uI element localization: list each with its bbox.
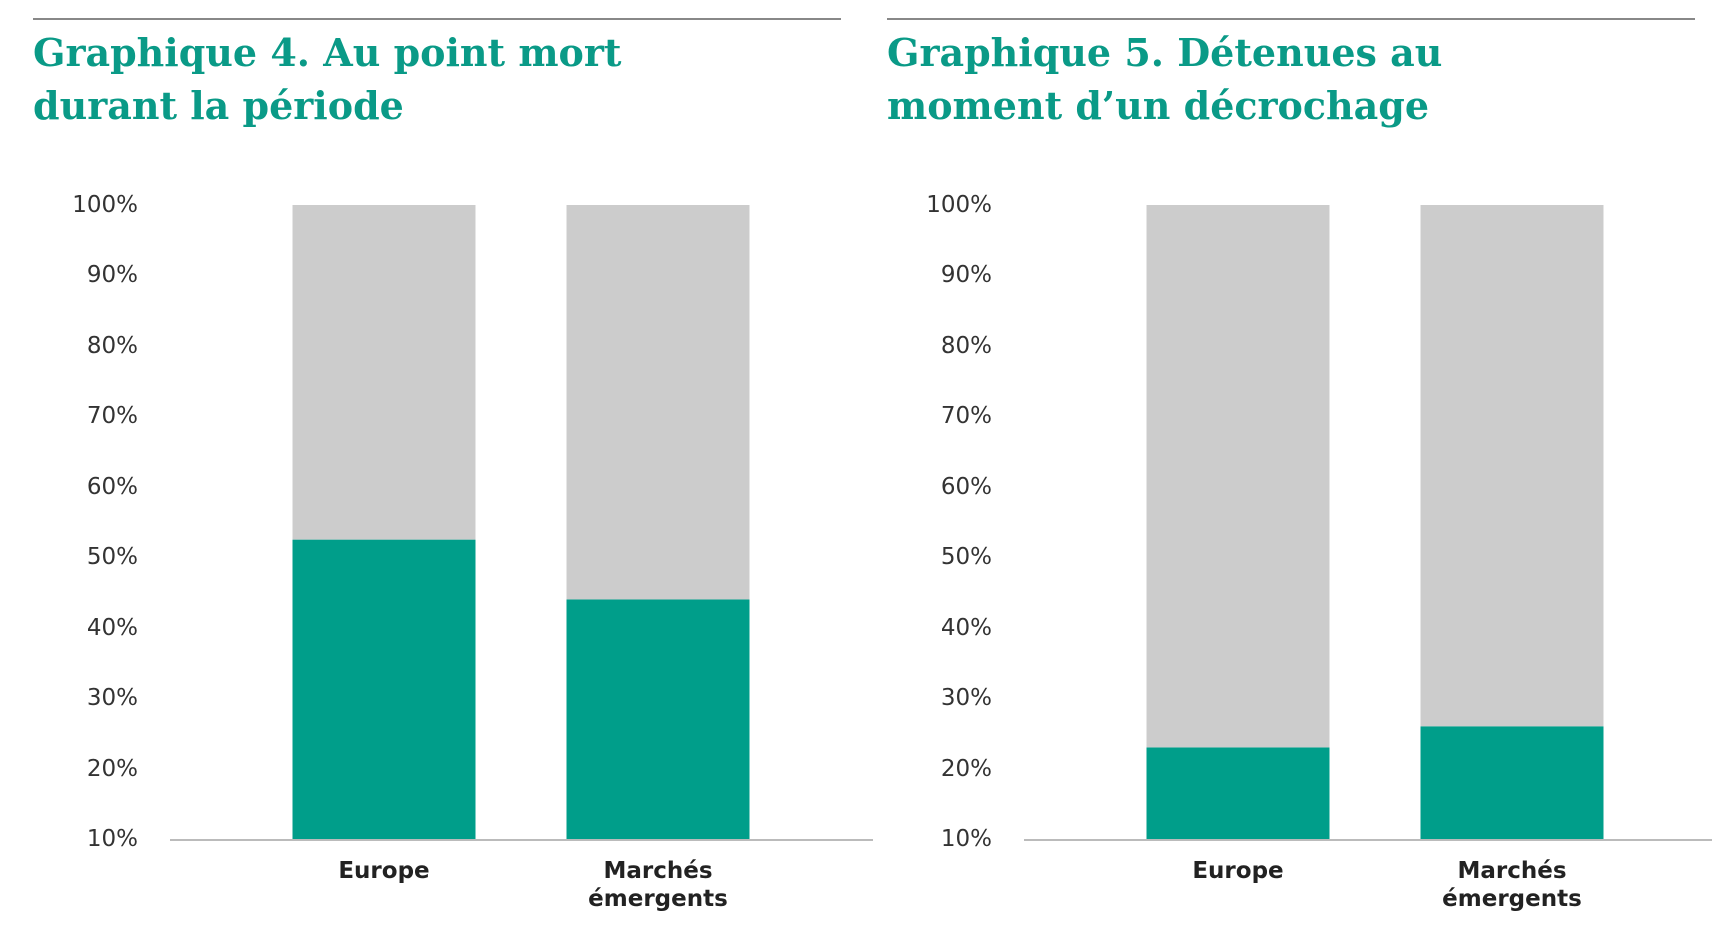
y-tick-label: 50% [940, 544, 992, 571]
y-tick-label: 80% [86, 332, 138, 359]
chart [1024, 205, 1712, 841]
y-tick-label: 40% [940, 614, 992, 641]
y-tick-label: 30% [940, 685, 992, 712]
x-tick-label: Marchés émergents [1442, 858, 1582, 912]
chart-panel: Graphique 4. Au point mort durant la pér… [33, 0, 883, 932]
y-tick-label: 20% [940, 755, 992, 782]
y-tick-label: 50% [86, 544, 138, 571]
y-tick-label: 100% [72, 192, 138, 218]
y-tick-label: 60% [86, 473, 138, 500]
bar-segment [1146, 747, 1330, 839]
chart-title: Graphique 5. Détenues au moment d’un déc… [887, 30, 1443, 128]
bar-segment [292, 539, 476, 839]
y-tick-label: 100% [926, 192, 992, 218]
bar-segment [1420, 205, 1604, 727]
y-tick-label: 70% [86, 403, 138, 430]
bar-segment [1420, 726, 1604, 839]
y-tick-label: 10% [940, 826, 992, 852]
y-tick-label: 90% [940, 262, 992, 289]
y-tick-label: 10% [86, 826, 138, 852]
bar-segment [566, 599, 750, 839]
y-tick-label: 30% [86, 685, 138, 712]
x-tick-label: Marchés émergents [588, 858, 728, 912]
chart [170, 205, 873, 841]
x-tick-label: Europe [338, 858, 430, 884]
chart-title: Graphique 4. Au point mort durant la pér… [33, 30, 622, 128]
bar-segment [1146, 205, 1330, 748]
y-tick-label: 40% [86, 614, 138, 641]
y-tick-label: 70% [940, 403, 992, 430]
bar-segment [292, 205, 476, 540]
top-rule [33, 18, 841, 20]
chart-panel: Graphique 5. Détenues au moment d’un déc… [887, 0, 1712, 932]
y-tick-label: 20% [86, 755, 138, 782]
bar-segment [566, 205, 750, 600]
y-tick-label: 60% [940, 473, 992, 500]
top-rule [887, 18, 1695, 20]
y-tick-label: 80% [940, 332, 992, 359]
y-tick-label: 90% [86, 262, 138, 289]
x-tick-label: Europe [1192, 858, 1284, 884]
